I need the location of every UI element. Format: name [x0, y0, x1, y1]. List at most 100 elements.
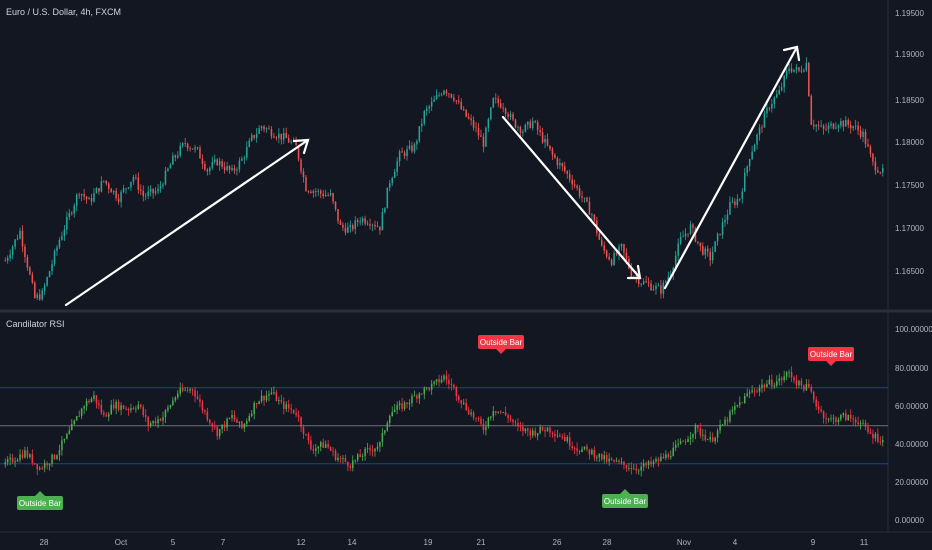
- candle-body: [384, 430, 386, 433]
- candle-body: [854, 419, 857, 423]
- candle-body: [305, 434, 307, 435]
- candle-body: [339, 221, 342, 225]
- candle-body: [243, 423, 246, 429]
- candle-body: [132, 177, 135, 182]
- candle-body: [354, 220, 357, 230]
- candle-body: [253, 402, 255, 414]
- candle-body: [107, 183, 110, 189]
- time-axis[interactable]: 28 Oct 5 7 12 14 19 21 26 28 Nov 4 9 11: [40, 538, 869, 547]
- candle-body: [16, 238, 19, 240]
- candle-body: [566, 171, 569, 174]
- candle-body: [221, 161, 223, 168]
- candle-body: [80, 194, 83, 196]
- candle-body: [248, 416, 251, 421]
- candle-body: [697, 424, 699, 429]
- candle-body: [682, 441, 684, 443]
- candle-body: [849, 414, 852, 419]
- candle-body: [642, 463, 645, 467]
- candle-body: [726, 214, 729, 220]
- candle-body: [78, 416, 80, 417]
- rsi-pane[interactable]: [0, 313, 888, 532]
- candle-body: [507, 113, 509, 117]
- candle-body: [416, 395, 418, 399]
- candle-body: [776, 94, 778, 98]
- candle-body: [327, 444, 329, 448]
- candle-body: [391, 177, 393, 184]
- candle-body: [522, 426, 524, 432]
- candle-body: [460, 400, 463, 404]
- candle-body: [586, 446, 588, 450]
- candle-body: [472, 412, 475, 418]
- candle-body: [578, 451, 581, 452]
- candle-body: [177, 393, 179, 398]
- candle-body: [746, 166, 748, 173]
- candle-body: [603, 455, 605, 460]
- candle-body: [867, 426, 869, 433]
- candle-body: [11, 457, 14, 463]
- candle-body: [396, 405, 398, 410]
- candle-body: [344, 458, 347, 462]
- candle-body: [640, 283, 642, 285]
- candle-body: [808, 384, 810, 387]
- candle-body: [803, 70, 805, 72]
- candle-body: [31, 274, 34, 283]
- candle-body: [283, 401, 285, 409]
- candle-body: [179, 145, 182, 156]
- price-pane[interactable]: [0, 0, 888, 310]
- candle-body: [578, 187, 581, 197]
- candle-body: [531, 430, 534, 436]
- candle-body: [714, 241, 716, 252]
- candle-body: [11, 246, 14, 255]
- candle-body: [93, 395, 95, 399]
- candle-body: [105, 180, 108, 184]
- candle-body: [665, 454, 667, 459]
- candle-body: [98, 188, 100, 192]
- candle-body: [736, 404, 739, 407]
- candle-body: [800, 70, 803, 72]
- candle-body: [154, 191, 157, 194]
- candle-body: [53, 454, 56, 459]
- candle-body: [425, 387, 428, 389]
- candle-body: [61, 235, 63, 241]
- candle-body: [211, 162, 214, 168]
- candle-body: [36, 294, 39, 298]
- candle-body: [122, 188, 125, 192]
- candle-body: [709, 251, 711, 261]
- candle-body: [795, 380, 798, 386]
- candle-body: [642, 281, 645, 284]
- candle-body: [413, 144, 416, 152]
- candle-body: [748, 392, 751, 394]
- candle-body: [122, 405, 125, 409]
- candle-body: [421, 123, 423, 127]
- candle-body: [226, 418, 228, 428]
- trend-arrows: [64, 45, 801, 307]
- candle-body: [568, 173, 571, 180]
- candle-body: [191, 389, 194, 391]
- candle-body: [726, 419, 729, 422]
- candle-body: [783, 76, 785, 88]
- candle-body: [379, 442, 381, 447]
- candle-body: [682, 236, 684, 238]
- candle-body: [157, 419, 159, 424]
- candle-body: [361, 456, 364, 457]
- candle-body: [181, 388, 184, 391]
- rsi-axis[interactable]: 100.00000 80.00000 60.00000 40.00000 20.…: [895, 325, 932, 525]
- candle-body: [845, 119, 847, 127]
- candle-body: [736, 199, 739, 205]
- candle-body: [882, 440, 884, 443]
- candle-body: [554, 154, 556, 159]
- candle-body: [615, 253, 618, 255]
- candle-body: [763, 113, 766, 128]
- candle-body: [519, 127, 522, 133]
- candle-body: [862, 131, 864, 137]
- candle-body: [862, 422, 864, 424]
- candle-body: [788, 372, 790, 373]
- candle-body: [487, 417, 490, 427]
- price-axis[interactable]: 1.19500 1.19000 1.18500 1.18000 1.17500 …: [895, 9, 924, 276]
- candle-body: [487, 119, 490, 128]
- candle-body: [310, 440, 312, 450]
- candle-body: [771, 104, 773, 109]
- candle-body: [458, 396, 460, 401]
- candle-body: [677, 443, 679, 445]
- candle-body: [573, 448, 576, 449]
